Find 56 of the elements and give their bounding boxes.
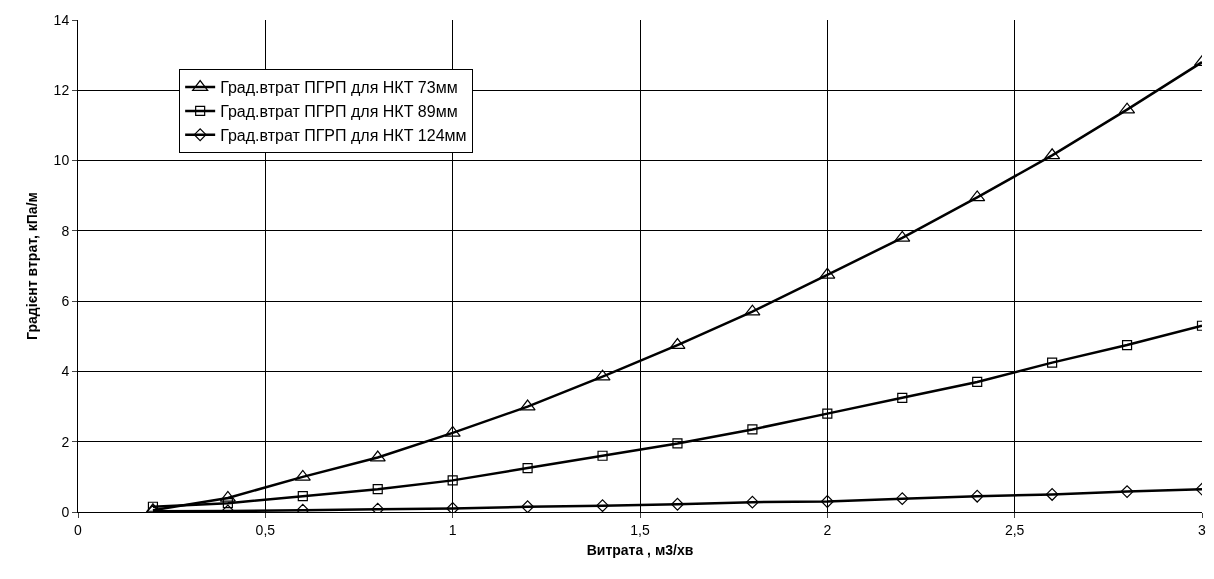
- point: [970, 489, 984, 503]
- point: [822, 408, 833, 419]
- point: [369, 450, 386, 462]
- point: [1047, 357, 1058, 368]
- y-tick-label: 10: [53, 152, 70, 169]
- y-axis-title: Градієнт втрат, кПа/м: [24, 192, 41, 340]
- y-tick-label: 4: [61, 363, 70, 380]
- point: [969, 190, 986, 202]
- point: [521, 500, 535, 512]
- x-tick-label: 2,5: [1004, 521, 1025, 538]
- point: [219, 490, 236, 502]
- point: [594, 369, 611, 381]
- legend-label: Град.втрат ПГРП для НКТ 89мм: [220, 103, 458, 121]
- y-tick-label: 2: [61, 433, 70, 450]
- point: [672, 438, 683, 449]
- x-tick-label: 3: [1198, 521, 1207, 538]
- point: [597, 450, 608, 461]
- point: [745, 495, 759, 509]
- point: [747, 424, 758, 435]
- point: [444, 425, 461, 437]
- point: [744, 304, 761, 316]
- legend-label: Град.втрат ПГРП для НКТ 73мм: [220, 79, 458, 97]
- point: [1120, 485, 1134, 499]
- point: [222, 498, 233, 509]
- y-tick-label: 12: [53, 82, 70, 99]
- point: [596, 499, 609, 512]
- x-tick-label: 1: [448, 521, 457, 538]
- y-tick-label: 8: [61, 222, 70, 239]
- point: [447, 475, 458, 486]
- x-axis-title: Витрата , м3/хв: [586, 542, 694, 559]
- point: [819, 267, 836, 279]
- x-tick-label: 0,5: [255, 521, 276, 538]
- point: [897, 392, 908, 403]
- point: [669, 337, 686, 349]
- point: [1045, 487, 1059, 501]
- y-tick-label: 14: [53, 11, 70, 28]
- point: [820, 495, 834, 508]
- point: [519, 399, 536, 411]
- point: [147, 501, 159, 512]
- point: [671, 497, 684, 511]
- point: [1121, 339, 1133, 351]
- point: [446, 502, 460, 512]
- point: [972, 376, 983, 388]
- point: [294, 469, 311, 481]
- point: [1044, 148, 1061, 160]
- y-tick-label: 0: [61, 503, 70, 520]
- point: [522, 462, 533, 474]
- point: [894, 230, 911, 242]
- x-tick-label: 2: [823, 521, 832, 538]
- legend-label: Град.втрат ПГРП для НКТ 124мм: [220, 126, 467, 144]
- point: [895, 492, 909, 506]
- point: [297, 491, 308, 502]
- point: [372, 484, 383, 495]
- x-tick-label: 0: [74, 521, 83, 538]
- y-tick-label: 6: [61, 293, 70, 310]
- x-tick-label: 1,5: [630, 521, 650, 538]
